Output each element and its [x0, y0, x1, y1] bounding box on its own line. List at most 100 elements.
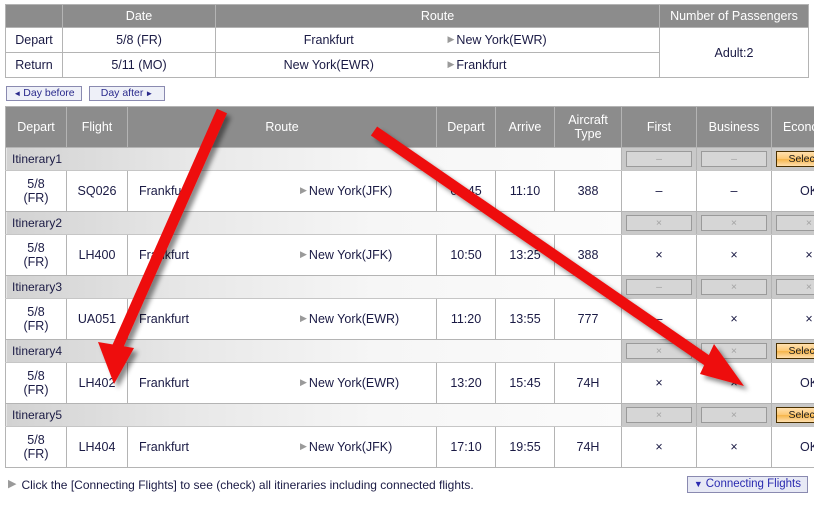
day-after-label: Day after: [100, 87, 144, 100]
flight-number-cell: LH402: [66, 362, 128, 404]
flight-origin: Frankfurt: [139, 184, 190, 198]
col-header-depart-time: Depart: [436, 106, 496, 148]
summary-depart-destination: New York(EWR): [456, 33, 547, 47]
flight-destination: New York(EWR): [308, 376, 400, 390]
itinerary-first-action-cell: –: [621, 275, 697, 299]
select-button-economy[interactable]: Select►: [776, 343, 814, 360]
select-button-label: Select: [788, 408, 814, 421]
route-arrow-icon: ▶: [300, 249, 307, 259]
flight-destination: New York(EWR): [308, 312, 400, 326]
arrow-left-icon: ◄: [13, 88, 22, 98]
connecting-flights-button[interactable]: ▼ Connecting Flights: [686, 476, 808, 493]
route-arrow-icon: ▶: [300, 377, 307, 387]
flight-first-availability-cell: ×: [621, 426, 697, 468]
flight-date-line1: 5/8: [27, 304, 45, 319]
summary-return-destination-wrap: ▶ Frankfurt: [438, 58, 656, 72]
itinerary-business-action-cell: ×: [696, 275, 772, 299]
itinerary-economy-action-cell: ×: [771, 275, 814, 299]
select-button-economy[interactable]: Select►: [776, 151, 814, 168]
itinerary-band-label: Itinerary5: [5, 403, 622, 427]
bullet-arrow-icon: ▶: [8, 478, 17, 490]
flight-route-cell: Frankfurt ▶ New York(EWR): [127, 362, 437, 404]
select-button-economy[interactable]: Select►: [776, 407, 814, 424]
summary-header-passengers: Number of Passengers: [659, 4, 809, 28]
itinerary-business-action-cell: ×: [696, 339, 772, 363]
table-row[interactable]: 5/8 (FR) LH400 Frankfurt ▶ New York(JFK) 10:50…: [5, 234, 814, 276]
flight-destination-wrap: ▶ New York(JFK): [290, 248, 441, 262]
col-header-economy: Economy: [771, 106, 814, 148]
flight-number-cell: LH404: [66, 426, 128, 468]
flight-arrive-time-cell: 19:55: [495, 426, 555, 468]
flight-economy-availability-cell: ×: [771, 298, 814, 340]
flight-destination-wrap: ▶ New York(EWR): [290, 376, 441, 390]
summary-depart-origin: Frankfurt: [303, 33, 354, 47]
flights-header-row: Depart Flight Route Depart Arrive Aircra…: [5, 106, 814, 148]
chevron-down-icon: ▼: [693, 479, 703, 489]
itinerary-band-row: Itinerary2 × × ×: [5, 211, 814, 235]
flight-route-cell: Frankfurt ▶ New York(JFK): [127, 170, 437, 212]
itinerary-band-label: Itinerary4: [5, 339, 622, 363]
disabled-button-business: ×: [701, 279, 767, 296]
flight-route-cell: Frankfurt ▶ New York(JFK): [127, 426, 437, 468]
flights-body: Itinerary1––Select►5/8(FR)SQ026Frankfurt…: [5, 147, 814, 468]
col-header-aircraft-type: Aircraft Type: [554, 106, 622, 148]
flight-arrive-time-cell: 13:25: [495, 234, 555, 276]
flight-origin: Frankfurt: [139, 312, 190, 326]
tab-depart[interactable]: Depart: [5, 106, 67, 148]
flight-economy-availability-cell: ×: [771, 234, 814, 276]
flight-date-line1: 5/8: [27, 368, 45, 383]
summary-passengers: Adult:2: [659, 27, 809, 78]
flight-date-line2: (FR): [23, 383, 49, 397]
table-row[interactable]: 5/8 (FR) LH402 Frankfurt ▶ New York(EWR) 13:20…: [5, 362, 814, 404]
flight-aircraft-type-cell: 388: [554, 170, 622, 212]
flight-depart-time-cell: 13:20: [436, 362, 496, 404]
footer-note: ▶ Click the [Connecting Flights] to see …: [8, 478, 474, 492]
flight-number-cell: SQ026: [66, 170, 128, 212]
col-header-arrive-time: Arrive: [495, 106, 555, 148]
table-row[interactable]: 5/8 (FR) SQ026 Frankfurt ▶ New York(JFK) 08:45…: [5, 170, 814, 212]
itinerary-business-action-cell: ×: [696, 211, 772, 235]
flight-date-line2: (FR): [23, 319, 49, 333]
flight-aircraft-type-cell: 388: [554, 234, 622, 276]
itinerary-band-label: Itinerary3: [5, 275, 622, 299]
flight-business-availability-cell: ×: [696, 234, 772, 276]
itinerary-economy-action-cell: Select►: [771, 339, 814, 363]
itinerary-business-action-cell: –: [696, 147, 772, 171]
summary-return-origin: New York(EWR): [283, 58, 374, 72]
flight-arrive-time-cell: 15:45: [495, 362, 555, 404]
summary-header-blank: [5, 4, 63, 28]
flight-aircraft-type-cell: 74H: [554, 426, 622, 468]
summary-row-depart: Depart 5/8 (FR) Frankfurt ▶ New York(EWR)…: [5, 27, 809, 78]
day-after-button[interactable]: Day after ►: [89, 86, 165, 101]
flight-date-line2: (FR): [23, 255, 49, 269]
flight-depart-time-cell: 17:10: [436, 426, 496, 468]
col-header-route: Route: [127, 106, 437, 148]
summary-header-date: Date: [62, 4, 216, 28]
flight-business-availability-cell: ×: [696, 362, 772, 404]
trip-summary-table: Date Route Number of Passengers Depart 5…: [5, 4, 809, 78]
flight-origin: Frankfurt: [139, 248, 190, 262]
flight-economy-availability-cell: OK: [771, 362, 814, 404]
flight-date-cell: 5/8 (FR): [5, 234, 67, 276]
table-row[interactable]: 5/8 (FR) UA051 Frankfurt ▶ New York(EWR) 11:20…: [5, 298, 814, 340]
day-before-button[interactable]: ◄ Day before: [6, 86, 82, 101]
itinerary-economy-action-cell: Select►: [771, 147, 814, 171]
flight-depart-time-cell: 11:20: [436, 298, 496, 340]
flight-arrive-time-cell: 13:55: [495, 298, 555, 340]
flight-aircraft-type-cell: 777: [554, 298, 622, 340]
day-navigation: ◄ Day before Day after ►: [0, 78, 814, 106]
route-arrow-icon: ▶: [447, 59, 455, 69]
route-arrow-icon: ▶: [300, 441, 307, 451]
disabled-button-first: –: [626, 151, 692, 168]
trip-summary-section: Date Route Number of Passengers Depart 5…: [0, 0, 814, 78]
flight-date-cell: 5/8 (FR): [5, 170, 67, 212]
table-row[interactable]: 5/8 (FR) LH404 Frankfurt ▶ New York(JFK) 17:10…: [5, 426, 814, 468]
itinerary-band-label: Itinerary1: [5, 147, 622, 171]
day-before-label: Day before: [23, 87, 75, 100]
flight-date-line2: (FR): [23, 447, 49, 461]
itinerary-economy-action-cell: Select►: [771, 403, 814, 427]
flight-business-availability-cell: ×: [696, 298, 772, 340]
flight-date-cell: 5/8 (FR): [5, 426, 67, 468]
disabled-button-economy: ×: [776, 279, 814, 296]
summary-depart-label: Depart: [5, 27, 63, 53]
